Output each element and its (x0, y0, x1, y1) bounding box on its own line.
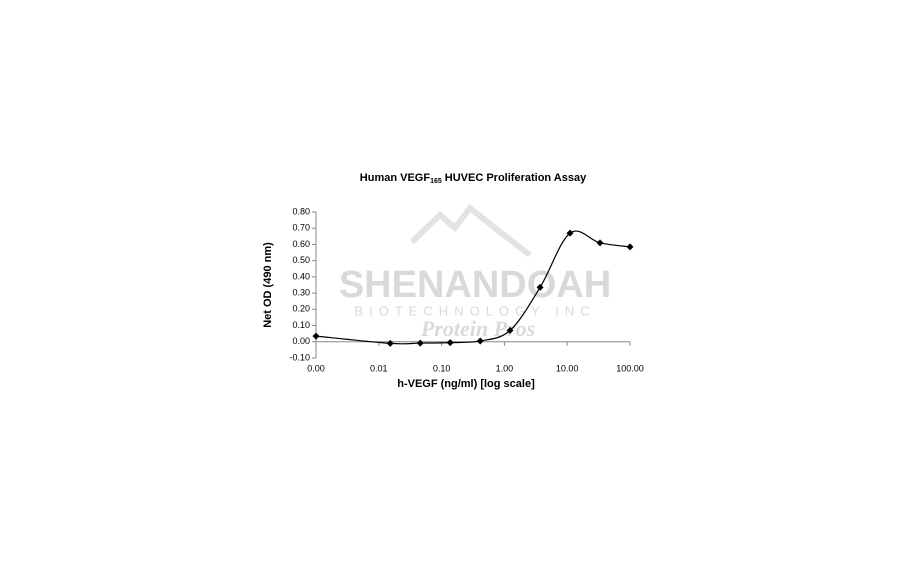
y-tick-label: 0.40 (292, 271, 310, 281)
x-tick-label: 1.00 (496, 363, 514, 373)
y-tick-label: 0.60 (292, 239, 310, 249)
y-tick-label: 0.20 (292, 304, 310, 314)
y-tick-label: 0.50 (292, 255, 310, 265)
marker (312, 332, 320, 340)
watermark-text: SHENANDOAH (339, 264, 611, 306)
x-tick-label: 0.01 (370, 363, 388, 373)
y-tick-label: 0.10 (292, 320, 310, 330)
watermark-text: BIOTECHNOLOGY INC (354, 303, 595, 318)
y-tick-label: 0.00 (292, 336, 310, 346)
marker (476, 337, 484, 345)
y-tick-label: 0.70 (292, 223, 310, 233)
x-tick-label: 0.10 (433, 363, 451, 373)
y-tick-label: 0.30 (292, 287, 310, 297)
marker (536, 283, 544, 291)
title-subscript: 165 (430, 178, 442, 185)
marker (446, 339, 454, 347)
chart-title: Human VEGF165 HUVEC Proliferation Assay (360, 172, 587, 185)
x-axis-title: h-VEGF (ng/ml) [log scale] (397, 378, 535, 390)
marker (596, 239, 604, 247)
y-axis-title: Net OD (490 nm) (262, 242, 274, 328)
line (315, 230, 631, 345)
marker (566, 229, 574, 237)
marker (626, 243, 634, 251)
y-tick-label: -0.10 (289, 352, 310, 362)
marker (386, 339, 394, 347)
x-tick-label: 0.00 (307, 363, 325, 373)
marker (416, 339, 424, 347)
watermark-mountain (409, 203, 532, 258)
title-part: Human VEGF (360, 172, 431, 184)
watermark-text: Protein Pros (420, 316, 535, 341)
watermark: SHENANDOAH BIOTECHNOLOGY INC Protein Pro… (339, 203, 611, 341)
title-part: HUVEC Proliferation Assay (445, 172, 587, 184)
y-tick-label: 0.80 (292, 206, 310, 216)
x-tick-label: 10.00 (556, 363, 579, 373)
marker (506, 326, 514, 334)
x-tick-label: 100.00 (616, 363, 644, 373)
